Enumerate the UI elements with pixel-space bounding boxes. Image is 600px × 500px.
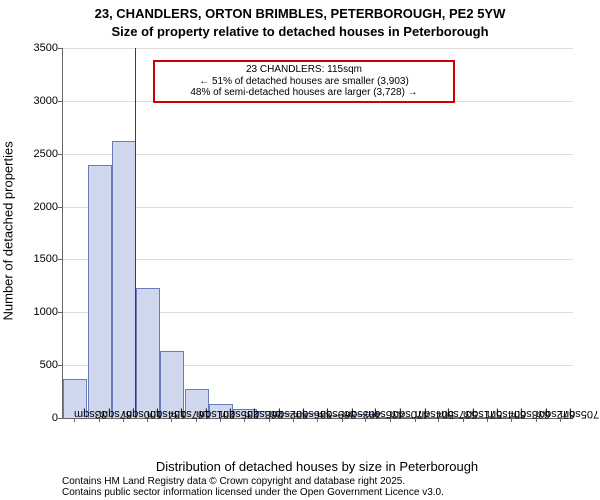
x-tick-mark [171,418,172,422]
y-tick-mark [58,207,62,208]
x-tick-mark [269,418,270,422]
callout-line: 48% of semi-detached houses are larger (… [159,87,449,99]
y-tick-mark [58,312,62,313]
plot-area: 23 CHANDLERS: 115sqm← 51% of detached ho… [62,48,573,419]
x-tick-mark [123,418,124,422]
x-tick-mark [293,418,294,422]
y-tick-label: 3500 [18,42,58,54]
chart-title-line1: 23, CHANDLERS, ORTON BRIMBLES, PETERBORO… [0,6,600,21]
y-tick-mark [58,101,62,102]
histogram-bar [136,288,160,418]
y-tick-mark [58,418,62,419]
histogram-bar [112,141,136,418]
x-tick-mark [487,418,488,422]
grid-line [63,207,573,208]
x-tick-mark [317,418,318,422]
reference-vline [135,48,136,418]
x-tick-mark [74,418,75,422]
callout-line: ← 51% of detached houses are smaller (3,… [159,76,449,88]
attribution-line2: Contains public sector information licen… [62,487,444,498]
grid-line [63,154,573,155]
x-tick-mark [342,418,343,422]
y-tick-mark [58,259,62,260]
y-axis-label: Number of detached properties [1,141,16,320]
x-tick-mark [244,418,245,422]
x-tick-mark [415,418,416,422]
callout-line: 23 CHANDLERS: 115sqm [159,64,449,76]
y-tick-label: 1500 [18,253,58,265]
x-tick-mark [147,418,148,422]
x-tick-mark [536,418,537,422]
y-tick-mark [58,48,62,49]
x-tick-mark [438,418,439,422]
x-tick-mark [463,418,464,422]
x-tick-mark [196,418,197,422]
y-tick-label: 500 [18,359,58,371]
x-tick-mark [220,418,221,422]
y-tick-label: 3000 [18,95,58,107]
callout-box: 23 CHANDLERS: 115sqm← 51% of detached ho… [153,60,455,103]
x-tick-mark [365,418,366,422]
chart-title-line2: Size of property relative to detached ho… [0,24,600,39]
attribution: Contains HM Land Registry data © Crown c… [62,476,444,498]
grid-line [63,48,573,49]
y-tick-label: 2000 [18,201,58,213]
chart-container: 23, CHANDLERS, ORTON BRIMBLES, PETERBORO… [0,0,600,500]
y-tick-label: 0 [18,412,58,424]
y-tick-mark [58,365,62,366]
x-axis-label: Distribution of detached houses by size … [62,459,572,474]
x-tick-mark [390,418,391,422]
histogram-bar [88,165,112,418]
y-tick-mark [58,154,62,155]
grid-line [63,259,573,260]
x-tick-mark [511,418,512,422]
x-tick-mark [560,418,561,422]
y-tick-label: 2500 [18,148,58,160]
x-tick-mark [99,418,100,422]
attribution-line1: Contains HM Land Registry data © Crown c… [62,476,444,487]
y-tick-label: 1000 [18,306,58,318]
